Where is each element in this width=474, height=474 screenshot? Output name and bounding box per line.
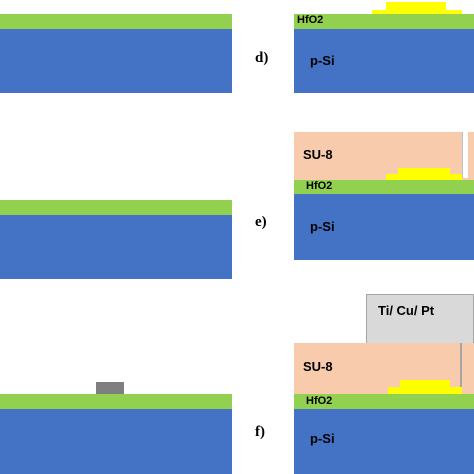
si-substrate: [0, 409, 232, 474]
si-substrate: [294, 194, 474, 260]
step-label-e: e): [255, 214, 267, 230]
contact-via-line: [460, 343, 462, 393]
p-si-label: p-Si: [310, 219, 335, 234]
si-substrate: [294, 29, 474, 93]
gold-electrode-base: [372, 10, 462, 15]
gold-electrode: [386, 2, 446, 12]
hfo2-layer: [0, 394, 232, 409]
hfo2-layer: [0, 200, 232, 215]
p-si-label: p-Si: [310, 53, 335, 68]
hfo2-label: HfO2: [297, 14, 324, 26]
hfo2-layer: [0, 14, 232, 29]
hfo2-layer: [294, 14, 474, 29]
si-substrate: [294, 409, 474, 474]
hfo2-layer: [294, 180, 474, 194]
step-label-f: f): [255, 424, 265, 440]
su8-label: SU-8: [303, 359, 333, 374]
step-label-d: d): [255, 50, 269, 66]
gold-electrode: [398, 168, 450, 179]
hfo2-layer: [294, 394, 474, 409]
hfo2-label: HfO2: [306, 180, 333, 192]
p-si-label: p-Si: [310, 431, 335, 446]
su8-label: SU-8: [303, 147, 333, 162]
gold-electrode-base: [386, 174, 462, 180]
ti-cu-pt-contact: [366, 294, 474, 344]
si-substrate: [0, 29, 232, 93]
ti-cu-pt-label: Ti/ Cu/ Pt: [378, 303, 435, 318]
hfo2-label: HfO2: [306, 395, 333, 407]
gold-electrode-base: [388, 387, 462, 394]
su8-opening: [462, 132, 468, 178]
si-substrate: [0, 215, 232, 279]
